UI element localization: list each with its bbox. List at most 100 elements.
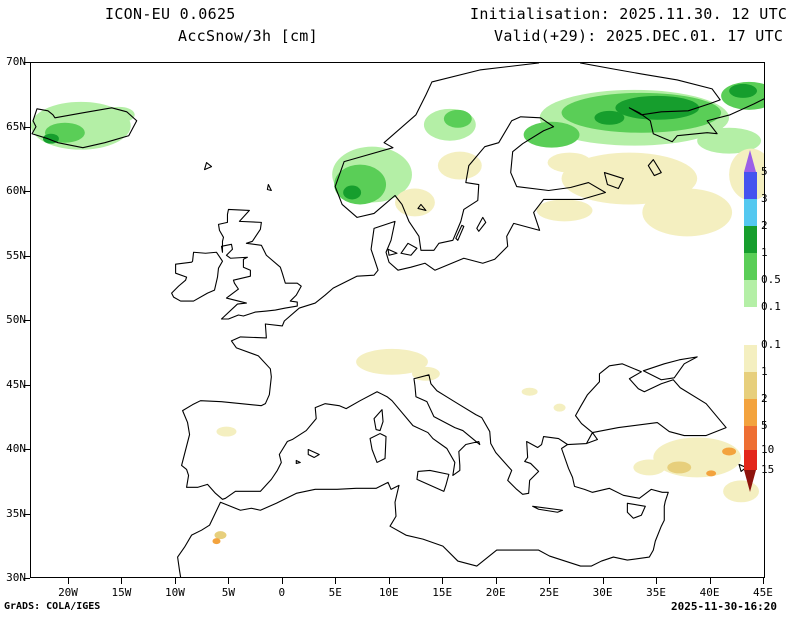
lat-label: 65N — [6, 119, 26, 133]
colorbar-label: 5 — [761, 419, 768, 432]
lon-label: 10W — [164, 586, 185, 599]
snow-patch-yellow — [214, 531, 227, 540]
lat-tick — [24, 191, 30, 192]
coastline-mainland-europe — [177, 63, 727, 577]
colorbar-segment — [744, 226, 757, 253]
colorbar-label: 0.1 — [761, 300, 781, 313]
lon-tick — [762, 578, 764, 584]
lon-tick — [121, 578, 123, 584]
coastline-gotland — [476, 216, 487, 232]
colorbar-segment — [744, 372, 757, 399]
europe-map — [31, 63, 764, 577]
colorbar-label: 2 — [761, 392, 768, 405]
coastline-ibiza — [295, 459, 301, 464]
timestamp: 2025-11-30-16:20 — [671, 600, 777, 613]
lat-label: 70N — [6, 55, 26, 68]
lat-label: 60N — [6, 184, 26, 197]
lat-label: 30N — [6, 571, 26, 584]
lake-van — [738, 463, 747, 472]
snow-patch-dark_green — [594, 110, 625, 125]
lon-tick — [656, 578, 658, 584]
coastline-kola-whitesea — [579, 63, 764, 143]
lon-label: 5E — [328, 586, 342, 599]
lon-tick — [174, 578, 176, 584]
coastline-iceland — [31, 107, 138, 149]
lat-tick — [24, 255, 30, 257]
snow-patch-pale_yellow — [553, 403, 566, 412]
lon-tick — [388, 578, 390, 584]
lon-label: 15E — [432, 586, 453, 599]
colorbar-label: 0.1 — [761, 338, 781, 351]
snow-patch-dark_green — [343, 185, 362, 200]
snow-patch-pale_yellow — [521, 387, 538, 396]
lon-tick — [495, 578, 497, 584]
init-time: Initialisation: 2025.11.30. 12 UTC — [470, 5, 788, 23]
lat-tick — [24, 513, 30, 515]
snow-patch-pale_yellow — [216, 426, 237, 437]
lon-label: 30E — [592, 586, 613, 599]
colorbar-segment — [744, 450, 757, 470]
coastline-corsica — [373, 409, 384, 432]
coastline-oland — [455, 224, 465, 241]
colorbar-label: 15 — [761, 463, 775, 476]
model-title: ICON-EU 0.0625 — [105, 5, 236, 23]
colorbar-arrow-down — [744, 470, 756, 492]
lat-tick — [24, 449, 30, 450]
colorbar-segment — [744, 280, 757, 307]
coastline-funen — [387, 248, 398, 256]
colorbar-label: 5 — [761, 165, 768, 178]
colorbar-segment — [744, 426, 757, 450]
snow-patch-green — [523, 121, 580, 148]
snow-patch-pale_yellow — [561, 152, 698, 205]
parameter-title: AccSnow/3h [cm] — [178, 27, 318, 45]
lon-tick — [709, 578, 711, 584]
lon-tick — [442, 578, 444, 584]
lon-tick — [281, 578, 283, 584]
lat-label: 45N — [6, 377, 26, 391]
lon-label: 40E — [699, 586, 720, 599]
lon-tick — [549, 578, 551, 584]
colorbar-segment — [744, 399, 757, 426]
snow-patch-dark_green — [615, 95, 700, 120]
coastline-shetland — [266, 183, 272, 192]
lon-tick — [228, 578, 230, 584]
coastline-faroe — [203, 162, 213, 171]
lake-ladoga — [603, 172, 624, 190]
lat-label: 35N — [6, 506, 26, 520]
snow-patch-light_green — [102, 106, 135, 123]
lat-label: 50N — [6, 313, 26, 326]
snow-patch-pale_yellow — [536, 199, 593, 222]
snow-patch-pale_yellow — [356, 348, 428, 375]
snow-patch-light_green — [697, 127, 762, 154]
snow-patch-pale_yellow — [642, 188, 733, 237]
map-frame — [30, 62, 765, 578]
coastline-cyprus — [626, 502, 646, 519]
lon-label: 10E — [378, 586, 399, 599]
lake-onega — [647, 159, 662, 177]
coastline-mallorca — [307, 448, 320, 459]
colorbar-label: 1 — [761, 365, 768, 378]
coastline-azov-sea — [642, 356, 698, 381]
colorbar-arrow-up — [744, 150, 756, 172]
lon-label: 5W — [221, 586, 235, 599]
lat-tick — [24, 126, 30, 128]
colorbar-label: 3 — [761, 192, 768, 205]
coastline-zealand — [400, 242, 418, 256]
snow-patch-dark_green — [729, 83, 758, 98]
lake-vanern — [417, 203, 427, 211]
lat-label: 55N — [6, 248, 26, 262]
snow-patch-pale_yellow — [633, 459, 666, 476]
coastline-ireland — [171, 251, 224, 302]
lon-label: 20W — [58, 586, 78, 599]
colorbar-label: 10 — [761, 443, 775, 456]
lon-label: 45E — [753, 586, 773, 599]
colorbar-segment — [744, 345, 757, 372]
lon-label: 20E — [485, 586, 506, 599]
snow-patch-orange — [706, 470, 717, 477]
lon-tick — [68, 578, 69, 584]
colorbar-segment — [744, 172, 757, 199]
lat-tick — [24, 578, 30, 579]
lon-tick — [602, 578, 604, 584]
lon-tick — [335, 578, 337, 584]
